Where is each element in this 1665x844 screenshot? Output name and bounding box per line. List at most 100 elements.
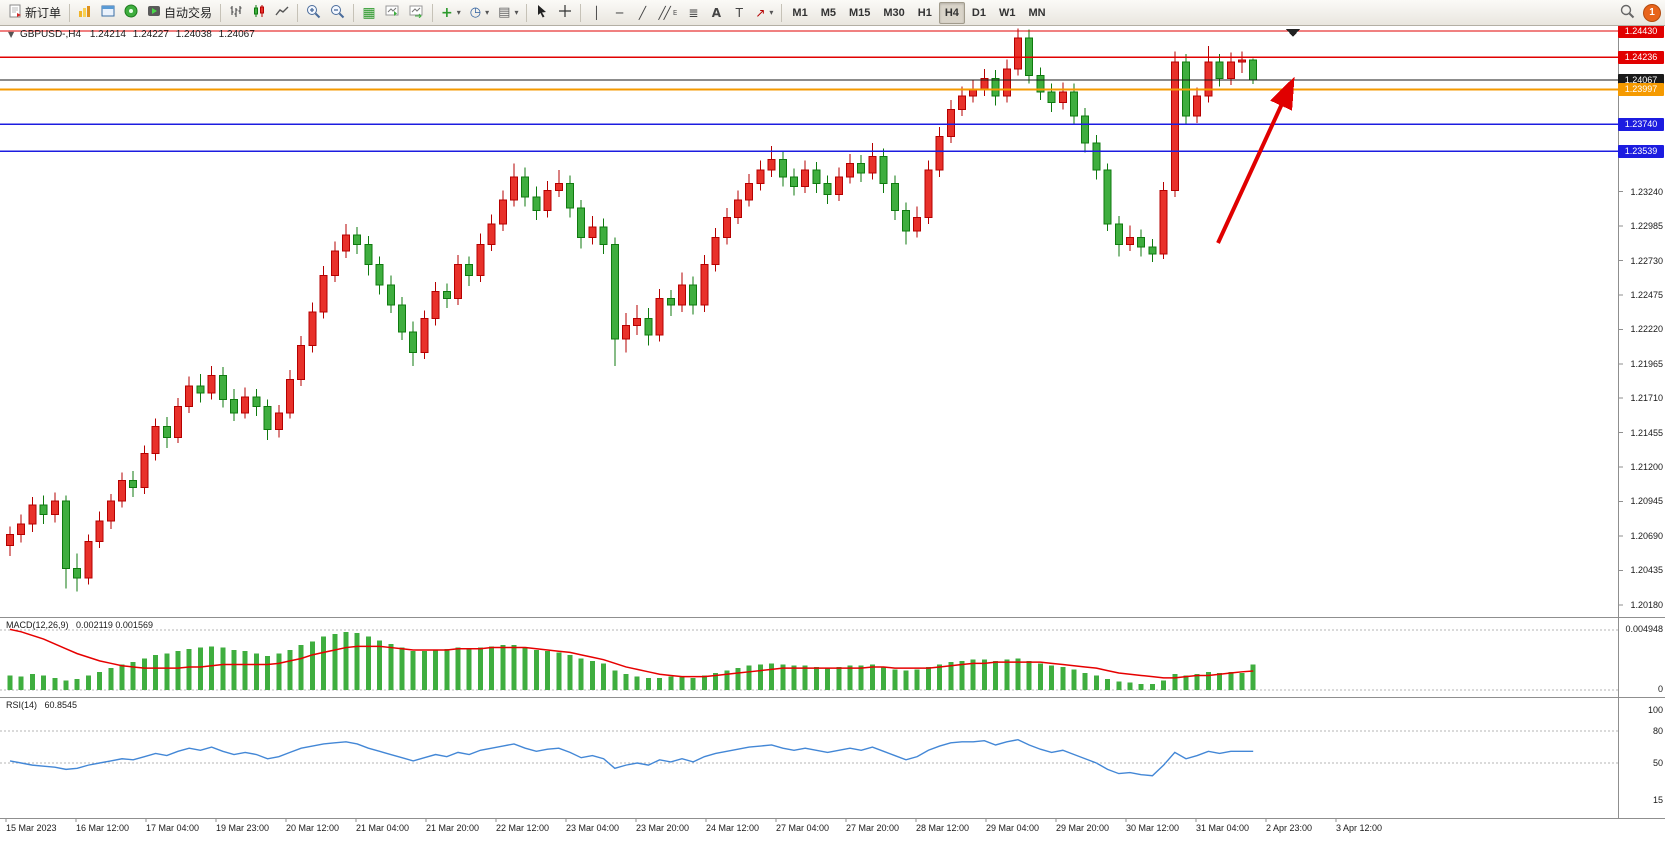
timeframe-mn[interactable]: MN — [1028, 6, 1046, 19]
line-chart-button[interactable] — [271, 2, 293, 24]
candle — [644, 318, 653, 336]
macd-bar — [937, 664, 943, 690]
timeframe-h1[interactable]: H1 — [917, 6, 932, 19]
candle — [812, 169, 821, 185]
scroll-to-end-marker[interactable] — [1286, 29, 1300, 37]
bar-chart-icon — [229, 4, 243, 21]
macd-bar — [545, 651, 551, 690]
macd-bar — [1183, 675, 1189, 690]
navigator-button[interactable] — [120, 2, 142, 24]
macd-bar — [108, 668, 114, 690]
candle — [1249, 59, 1258, 81]
macd-bar — [589, 660, 595, 690]
macd-bar — [1026, 660, 1032, 690]
zoom-out-icon — [330, 4, 345, 22]
candlestick-chart-button[interactable] — [248, 2, 270, 24]
macd-bar — [1037, 663, 1043, 690]
chevron-down-icon: ▾ — [456, 8, 461, 17]
search-button[interactable] — [1616, 2, 1639, 24]
timeframe-d1[interactable]: D1 — [971, 6, 986, 19]
macd-bar — [231, 649, 237, 690]
timeframe-m15[interactable]: M15 — [848, 6, 871, 19]
macd-bar — [399, 647, 405, 690]
macd-bar — [7, 675, 13, 690]
zoom-out-button[interactable] — [326, 2, 349, 24]
text-button[interactable]: A — [705, 2, 727, 24]
candle — [734, 199, 742, 218]
tile-windows-button[interactable]: ▦ — [358, 2, 380, 24]
main-toolbar: 新订单 自动交易 — [0, 0, 1665, 26]
candle — [118, 480, 126, 502]
trendline-icon: ╱ — [638, 5, 647, 20]
timeframe-w1[interactable]: W1 — [998, 6, 1016, 19]
autotrading-button[interactable]: 自动交易 — [143, 2, 216, 24]
crosshair-icon — [558, 4, 572, 21]
macd-bar — [1093, 675, 1099, 690]
macd-bar — [41, 675, 47, 690]
chart-shift-icon — [409, 4, 424, 21]
macd-bar — [1138, 683, 1144, 690]
candle — [1114, 223, 1123, 245]
macd-bar — [690, 677, 696, 690]
timeframe-h4[interactable]: H4 — [938, 1, 965, 24]
trend-arrow-annotation[interactable] — [1216, 76, 1295, 244]
candle — [1215, 61, 1224, 79]
macd-bar — [242, 651, 248, 690]
auto-scroll-icon — [385, 4, 400, 21]
separator — [432, 3, 434, 22]
notification-count: 1 — [1649, 7, 1655, 18]
autotrading-label: 自动交易 — [164, 6, 213, 20]
candle — [196, 385, 205, 394]
new-order-button[interactable]: 新订单 — [4, 2, 65, 24]
macd-bar — [332, 634, 338, 690]
macd-bar — [993, 660, 999, 690]
zoom-in-button[interactable] — [302, 2, 325, 24]
macd-bar — [141, 658, 147, 690]
timeframe-m30[interactable]: M30 — [883, 6, 905, 19]
indicators-button[interactable]: + ▾ — [437, 2, 465, 24]
arrows-button[interactable]: ↗ ▾ — [751, 2, 777, 24]
candle — [778, 158, 787, 178]
notification-badge[interactable]: 1 — [1643, 3, 1661, 22]
candle — [902, 210, 910, 232]
periods-button[interactable]: ◷ ▾ — [466, 2, 493, 24]
data-window-button[interactable] — [97, 2, 119, 24]
candle — [476, 243, 485, 276]
macd-bar — [981, 659, 987, 690]
candle — [1238, 59, 1246, 63]
candle — [319, 274, 328, 313]
cursor-icon — [536, 4, 548, 21]
timeframe-m1[interactable]: M1 — [792, 6, 808, 19]
macd-bar — [522, 647, 528, 690]
bar-chart-button[interactable] — [225, 2, 247, 24]
fibonacci-button[interactable]: ≣ — [682, 2, 704, 24]
candle — [521, 176, 530, 198]
candle — [465, 264, 474, 276]
channel-sub-label: E — [672, 8, 678, 17]
macd-bar — [556, 652, 562, 690]
label-button[interactable]: T — [728, 2, 750, 24]
candle — [62, 500, 70, 569]
candle — [185, 385, 194, 407]
vertical-line-button[interactable]: │ — [585, 2, 607, 24]
auto-scroll-button[interactable] — [381, 2, 404, 24]
cursor-button[interactable] — [531, 2, 553, 24]
candle — [790, 176, 798, 187]
trendline-button[interactable]: ╱ — [631, 2, 653, 24]
timeframe-m5[interactable]: M5 — [820, 6, 836, 19]
channel-button[interactable]: ╱╱ E — [654, 2, 681, 24]
crosshair-button[interactable] — [554, 2, 576, 24]
templates-button[interactable]: ▤ ▾ — [494, 2, 522, 24]
candle — [263, 405, 272, 430]
market-watch-button[interactable] — [74, 2, 96, 24]
candle — [364, 243, 373, 266]
autotrading-icon — [147, 4, 161, 21]
horizontal-line-button[interactable]: ─ — [608, 2, 630, 24]
macd-bar — [354, 633, 360, 690]
search-icon — [1620, 4, 1635, 22]
macd-bar — [634, 676, 640, 690]
candle — [554, 183, 563, 191]
chart-shift-button[interactable] — [405, 2, 428, 24]
templates-icon: ▤ — [498, 5, 511, 20]
